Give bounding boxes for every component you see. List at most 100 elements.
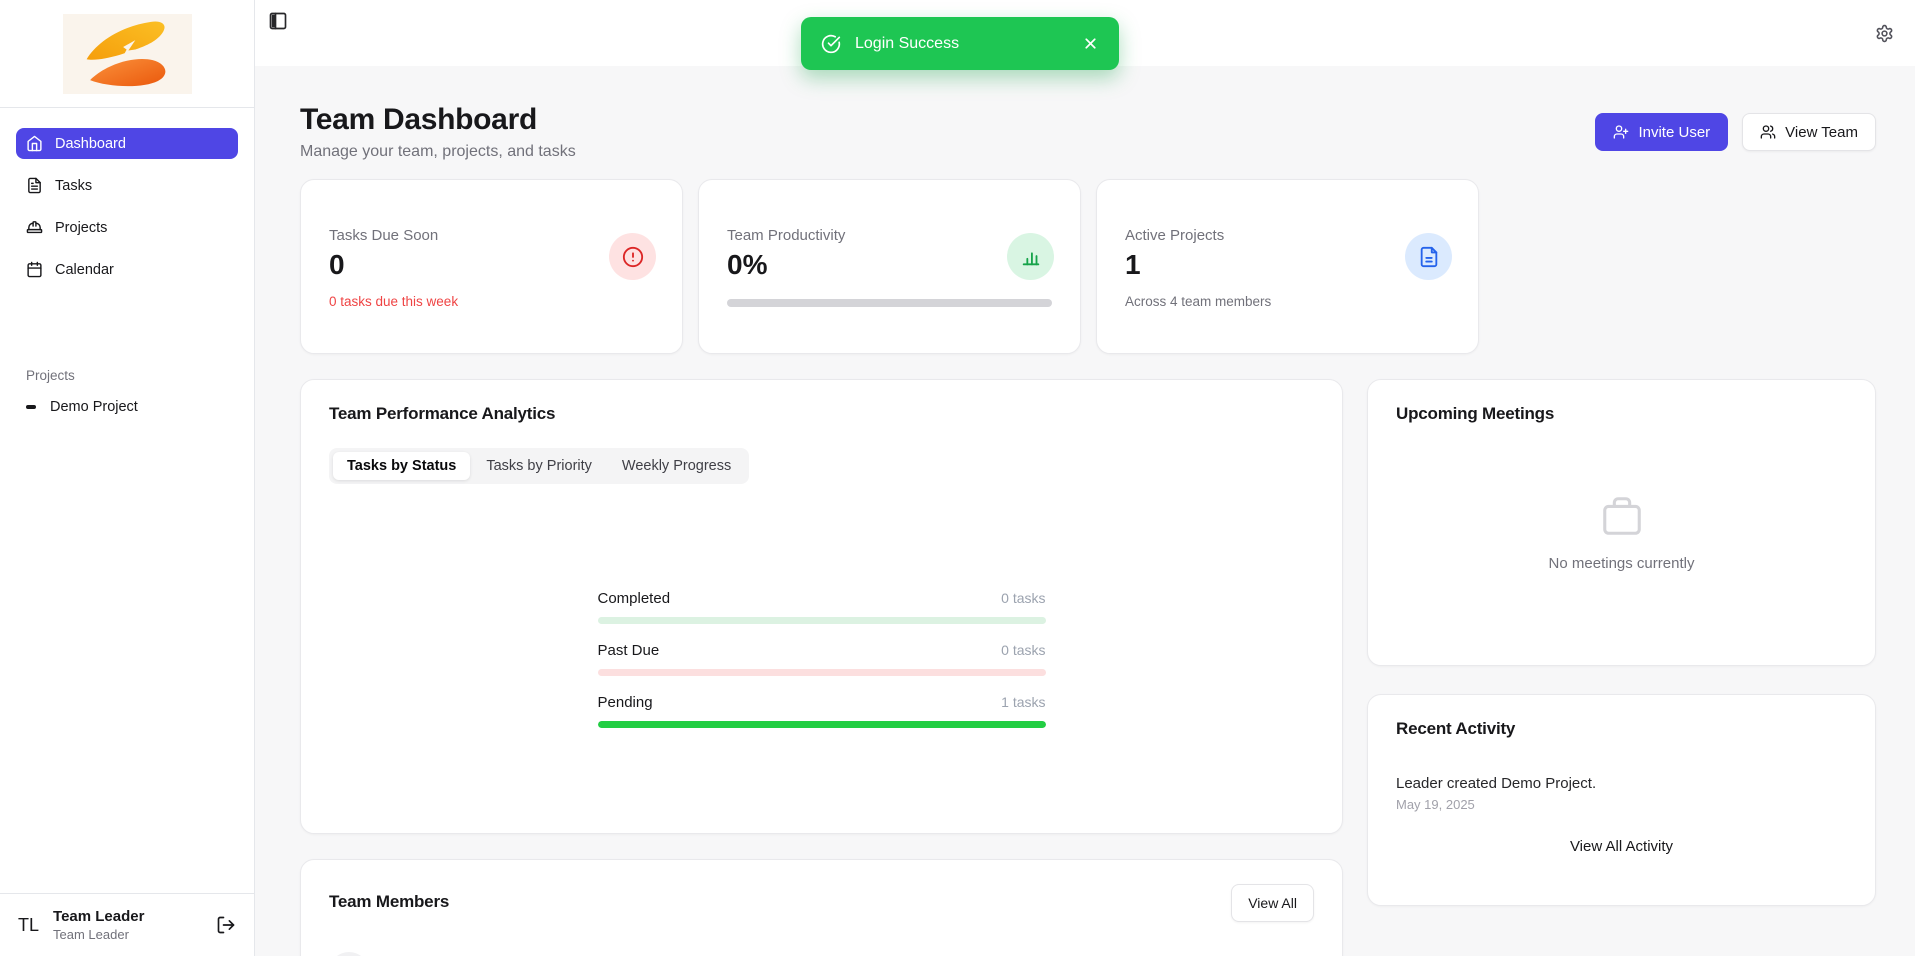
toast-close-button[interactable] <box>1082 35 1099 52</box>
logo-swoosh-icon <box>70 13 184 94</box>
sidebar-nav: Dashboard Tasks Projects Calendar <box>0 108 254 296</box>
sidebar-toggle-button[interactable] <box>262 5 294 37</box>
document-icon <box>1405 233 1452 280</box>
logout-button[interactable] <box>216 915 236 935</box>
logout-icon <box>217 916 235 934</box>
stat-subtext: Across 4 team members <box>1125 294 1272 309</box>
meetings-empty-state: No meetings currently <box>1396 424 1847 641</box>
bar-value: 0 tasks <box>1001 590 1046 606</box>
bar-row-past-due: Past Due 0 tasks <box>597 641 1046 676</box>
member-row[interactable]: Kirubel Mamo 1 tasks assigned <box>329 952 1314 956</box>
tab-tasks-by-priority[interactable]: Tasks by Priority <box>472 452 606 480</box>
member-avatar <box>329 952 369 956</box>
bar-row-completed: Completed 0 tasks <box>597 589 1046 624</box>
project-item-label: Demo Project <box>50 399 138 415</box>
stats-row: Tasks Due Soon 0 0 tasks due this week T… <box>300 179 1876 354</box>
sidebar-user-footer: TL Team Leader Team Leader <box>0 893 254 956</box>
status-bars: Completed 0 tasks Past Due 0 tasks <box>597 589 1046 728</box>
bar-row-pending: Pending 1 tasks <box>597 693 1046 728</box>
activity-item: Leader created Demo Project. May 19, 202… <box>1396 775 1847 812</box>
panel-left-icon <box>269 12 287 30</box>
sidebar-item-calendar[interactable]: Calendar <box>16 254 238 285</box>
view-all-activity-button[interactable]: View All Activity <box>1569 838 1674 855</box>
analytics-tabs: Tasks by Status Tasks by Priority Weekly… <box>329 448 750 484</box>
chart-area: Completed 0 tasks Past Due 0 tasks <box>329 484 1314 833</box>
activity-date: May 19, 2025 <box>1396 797 1475 812</box>
close-icon <box>1085 38 1096 49</box>
stat-label: Team Productivity <box>727 227 846 244</box>
bar-track <box>597 617 1046 624</box>
sidebar-projects-section-label: Projects <box>26 368 75 383</box>
main-area: Team Dashboard Manage your team, project… <box>255 0 1915 956</box>
home-icon <box>27 135 42 152</box>
stat-card-team-productivity: Team Productivity 0% <box>698 179 1081 354</box>
toast-login-success: Login Success <box>801 17 1119 70</box>
stat-subtext: 0 tasks due this week <box>329 294 459 309</box>
stat-value: 0 <box>329 249 345 280</box>
stat-card-tasks-due-soon: Tasks Due Soon 0 0 tasks due this week <box>300 179 683 354</box>
toast-message: Login Success <box>855 34 960 52</box>
sidebar-item-tasks[interactable]: Tasks <box>16 170 238 201</box>
header-actions: Invite User View Team <box>1595 113 1876 161</box>
hard-hat-icon <box>26 221 43 234</box>
bar-label: Pending <box>597 694 653 711</box>
sidebar-item-dashboard[interactable]: Dashboard <box>16 128 238 159</box>
page-header: Team Dashboard Manage your team, project… <box>300 103 1876 161</box>
gear-icon <box>1876 24 1892 43</box>
calendar-icon <box>27 261 42 278</box>
bar-chart-icon <box>1007 233 1054 280</box>
view-team-button[interactable]: View Team <box>1742 113 1876 151</box>
bar-value: 0 tasks <box>1001 642 1046 658</box>
page-header-text: Team Dashboard Manage your team, project… <box>300 103 576 161</box>
stat-label: Active Projects <box>1125 227 1225 244</box>
check-circle-icon <box>821 34 841 53</box>
right-column: Upcoming Meetings No meetings currently … <box>1367 379 1876 906</box>
sidebar-item-label: Calendar <box>55 261 114 278</box>
dashboard-grid: Team Performance Analytics Tasks by Stat… <box>300 379 1876 956</box>
user-plus-icon <box>1614 125 1629 139</box>
sidebar-item-label: Dashboard <box>55 135 126 152</box>
bar-track <box>597 721 1046 728</box>
sidebar-project-demo-project[interactable]: Demo Project <box>0 399 254 415</box>
stat-value: 0% <box>727 249 768 280</box>
meetings-title: Upcoming Meetings <box>1396 404 1555 423</box>
users-icon <box>1760 125 1776 139</box>
page-content: Team Dashboard Manage your team, project… <box>255 66 1915 956</box>
team-members-title: Team Members <box>329 892 450 911</box>
user-role: Team Leader <box>53 927 129 942</box>
app-logo <box>62 13 192 94</box>
alert-circle-icon <box>609 233 656 280</box>
view-all-members-button[interactable]: View All <box>1231 884 1314 922</box>
bar-track <box>597 669 1046 676</box>
stat-card-active-projects: Active Projects 1 Across 4 team members <box>1096 179 1479 354</box>
invite-user-label: Invite User <box>1638 123 1711 141</box>
stat-value: 1 <box>1125 249 1141 280</box>
productivity-progress-bar <box>727 299 1052 307</box>
invite-user-button[interactable]: Invite User <box>1595 113 1729 151</box>
tab-weekly-progress[interactable]: Weekly Progress <box>608 452 745 480</box>
analytics-card: Team Performance Analytics Tasks by Stat… <box>300 379 1343 834</box>
activity-title: Recent Activity <box>1396 719 1516 738</box>
sidebar-item-projects[interactable]: Projects <box>16 212 238 243</box>
team-members-card: Team Members View All Kirubel Mamo 1 tas… <box>300 859 1343 956</box>
sidebar: Dashboard Tasks Projects Calendar Projec… <box>0 0 255 956</box>
bar-label: Past Due <box>597 642 660 659</box>
settings-button[interactable] <box>1873 24 1895 46</box>
meetings-empty-text: No meetings currently <box>1548 555 1695 572</box>
briefcase-icon <box>1602 497 1641 535</box>
upcoming-meetings-card: Upcoming Meetings No meetings currently <box>1367 379 1876 666</box>
activity-text: Leader created Demo Project. <box>1396 775 1597 792</box>
sidebar-item-label: Projects <box>55 219 108 236</box>
bar-value: 1 tasks <box>1001 694 1046 710</box>
file-text-icon <box>28 177 41 194</box>
sidebar-item-label: Tasks <box>55 177 93 194</box>
bar-fill <box>597 721 1046 728</box>
page-title: Team Dashboard <box>300 103 537 136</box>
user-name: Team Leader <box>53 908 145 925</box>
dash-icon <box>26 405 36 409</box>
analytics-title: Team Performance Analytics <box>329 404 556 423</box>
user-info: Team Leader Team Leader <box>53 908 202 942</box>
stat-label: Tasks Due Soon <box>329 227 439 244</box>
left-column: Team Performance Analytics Tasks by Stat… <box>300 379 1343 956</box>
tab-tasks-by-status[interactable]: Tasks by Status <box>333 452 471 480</box>
